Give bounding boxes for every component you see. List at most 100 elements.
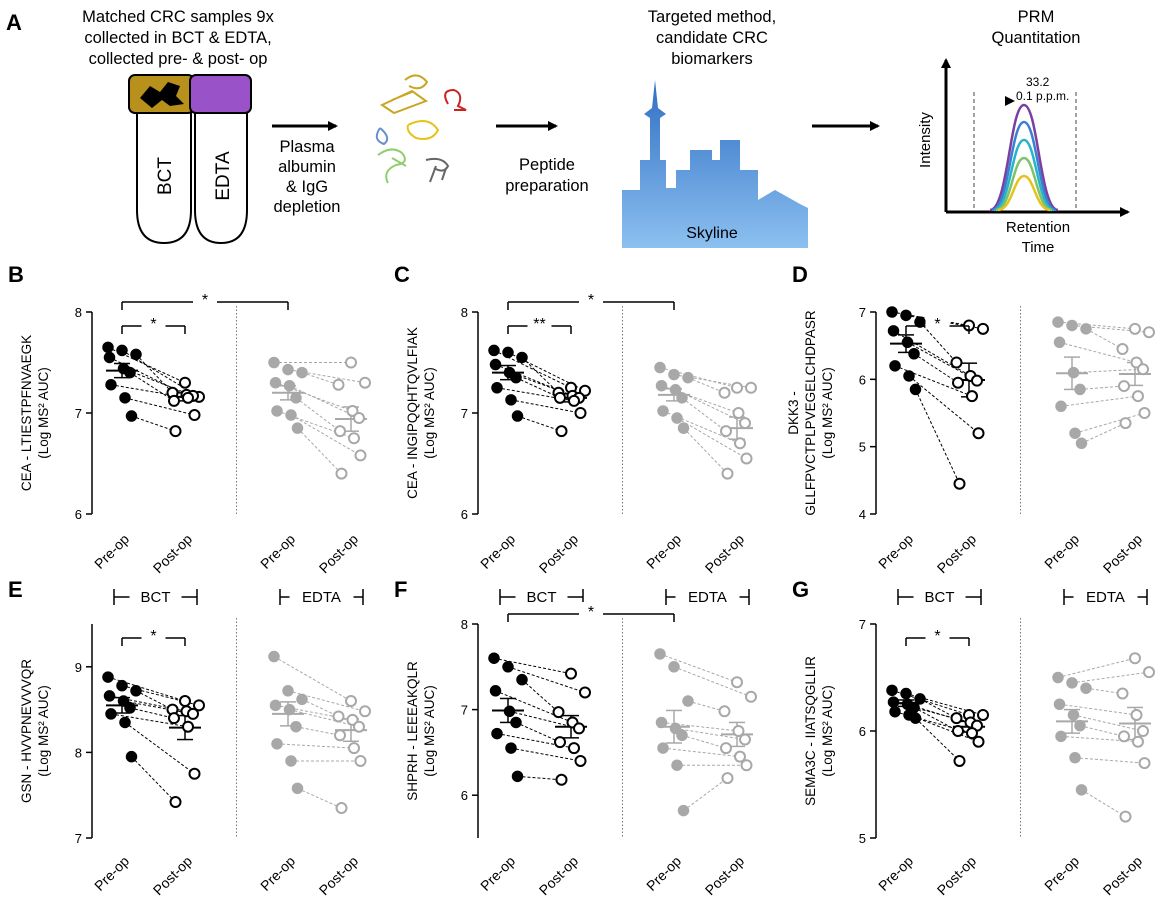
data-point-pre — [914, 693, 926, 705]
pair-line — [510, 399, 581, 414]
data-point-pre — [676, 729, 688, 742]
panel-label-d: D — [792, 262, 808, 287]
pair-line — [1057, 657, 1136, 678]
data-point-pre — [1053, 698, 1066, 710]
group-label-bct: BCT — [141, 589, 171, 606]
data-point-post — [335, 802, 348, 815]
data-point-post — [734, 750, 746, 763]
data-point-post — [169, 425, 182, 438]
pair-line — [295, 726, 341, 736]
data-point-pre — [511, 770, 524, 783]
pair-line — [124, 397, 195, 416]
data-point-pre — [1069, 427, 1081, 439]
data-point-pre — [1066, 677, 1078, 689]
step1-text: Matched CRC samples 9x collected in BCT … — [82, 8, 274, 68]
data-point-post — [721, 772, 734, 785]
x-tick-label: Pre-op — [257, 531, 298, 572]
data-point-pre — [516, 351, 528, 364]
data-point-pre — [119, 716, 131, 729]
data-point-post — [568, 394, 580, 407]
pair-line — [919, 698, 957, 719]
step5-line-1: PRM — [1018, 8, 1055, 26]
y-axis-label: DKK3 - — [786, 391, 801, 435]
data-point-post — [359, 376, 371, 389]
prm-x-label-1: Retention — [1006, 219, 1070, 236]
data-point-post — [353, 412, 365, 425]
data-point-pre — [903, 370, 915, 382]
data-point-post — [950, 356, 963, 369]
step4-line-3: biomarkers — [671, 50, 753, 68]
data-point-pre — [505, 394, 517, 406]
data-point-pre — [682, 695, 694, 707]
data-point-post — [966, 390, 978, 403]
data-point-post — [346, 404, 359, 417]
pair-line — [1060, 395, 1139, 407]
panel-label-b: B — [8, 262, 24, 287]
pair-line — [1081, 789, 1126, 818]
pair-line — [295, 397, 341, 432]
step1-line-2: collected in BCT & EDTA, — [84, 29, 271, 47]
panel-b: B 6 7 8 CEA - LTIESTPFNVAEGK (Log MS² AUC) Pre… — [8, 262, 371, 576]
y-axis-label: GLLFPVCTPLPVEGELCHDPASR — [803, 310, 818, 516]
data-point-pre — [282, 685, 294, 697]
data-point-pre — [116, 679, 128, 692]
significance-label: * — [150, 316, 156, 333]
significance-label-bg — [193, 290, 217, 304]
data-point-post — [950, 712, 963, 725]
pair-line — [301, 698, 339, 717]
y-tick-label: 9 — [75, 660, 82, 675]
y-axis-label: (Log MS² AUC) — [422, 685, 437, 777]
data-point-post — [552, 706, 565, 719]
data-point-pre — [502, 661, 514, 673]
prm-y-label: Intensity — [917, 112, 934, 168]
data-point-post — [720, 742, 732, 755]
data-point-pre — [1055, 400, 1067, 413]
pair-line — [1079, 385, 1125, 390]
data-point-post — [169, 796, 182, 809]
y-tick-label: 8 — [461, 617, 468, 632]
data-point-pre — [909, 383, 922, 396]
pair-line — [683, 777, 728, 812]
data-point-pre — [488, 652, 500, 664]
data-point-pre — [105, 708, 117, 720]
pair-line — [495, 690, 573, 723]
y-tick-label: 8 — [461, 305, 468, 320]
y-tick-label: 5 — [859, 440, 866, 455]
data-point-pre — [503, 705, 516, 718]
data-point-post — [739, 733, 751, 746]
data-point-pre — [1080, 323, 1092, 335]
data-point-pre — [285, 409, 297, 421]
data-point-post — [1130, 708, 1143, 721]
data-point-pre — [290, 720, 302, 733]
y-tick-label: 6 — [461, 788, 468, 803]
pair-line — [891, 689, 970, 716]
data-point-pre — [654, 361, 666, 374]
y-axis-label: (Log MS² AUC) — [820, 685, 835, 777]
data-point-post — [565, 667, 577, 680]
data-point-post — [740, 452, 753, 465]
panel-label-g: G — [792, 577, 809, 602]
y-axis-label: CEA - LTIESTPFNVAEGK — [19, 335, 34, 491]
data-point-pre — [682, 371, 694, 384]
data-point-post — [345, 356, 357, 369]
data-point-pre — [102, 341, 114, 354]
data-point-post — [952, 725, 964, 737]
x-tick-label: Post-op — [316, 853, 362, 899]
pair-line — [521, 357, 559, 394]
y-axis-label: (Log MS² AUC) — [36, 685, 51, 777]
data-point-post — [971, 374, 983, 387]
data-point-pre — [271, 738, 283, 750]
step3-text: Peptide preparation — [505, 156, 588, 195]
data-point-pre — [668, 661, 680, 673]
data-point-post — [740, 759, 753, 772]
edta-tube: EDTA — [189, 74, 252, 245]
y-tick-label: 7 — [461, 406, 468, 421]
data-point-pre — [1075, 784, 1088, 796]
data-point-pre — [291, 422, 304, 434]
data-point-pre — [291, 782, 304, 795]
data-point-pre — [125, 410, 138, 422]
data-point-post — [745, 381, 757, 394]
x-tick-label: Post-op — [150, 853, 196, 899]
step1-line-1: Matched CRC samples 9x — [82, 8, 274, 26]
x-tick-label: Pre-op — [875, 531, 916, 572]
